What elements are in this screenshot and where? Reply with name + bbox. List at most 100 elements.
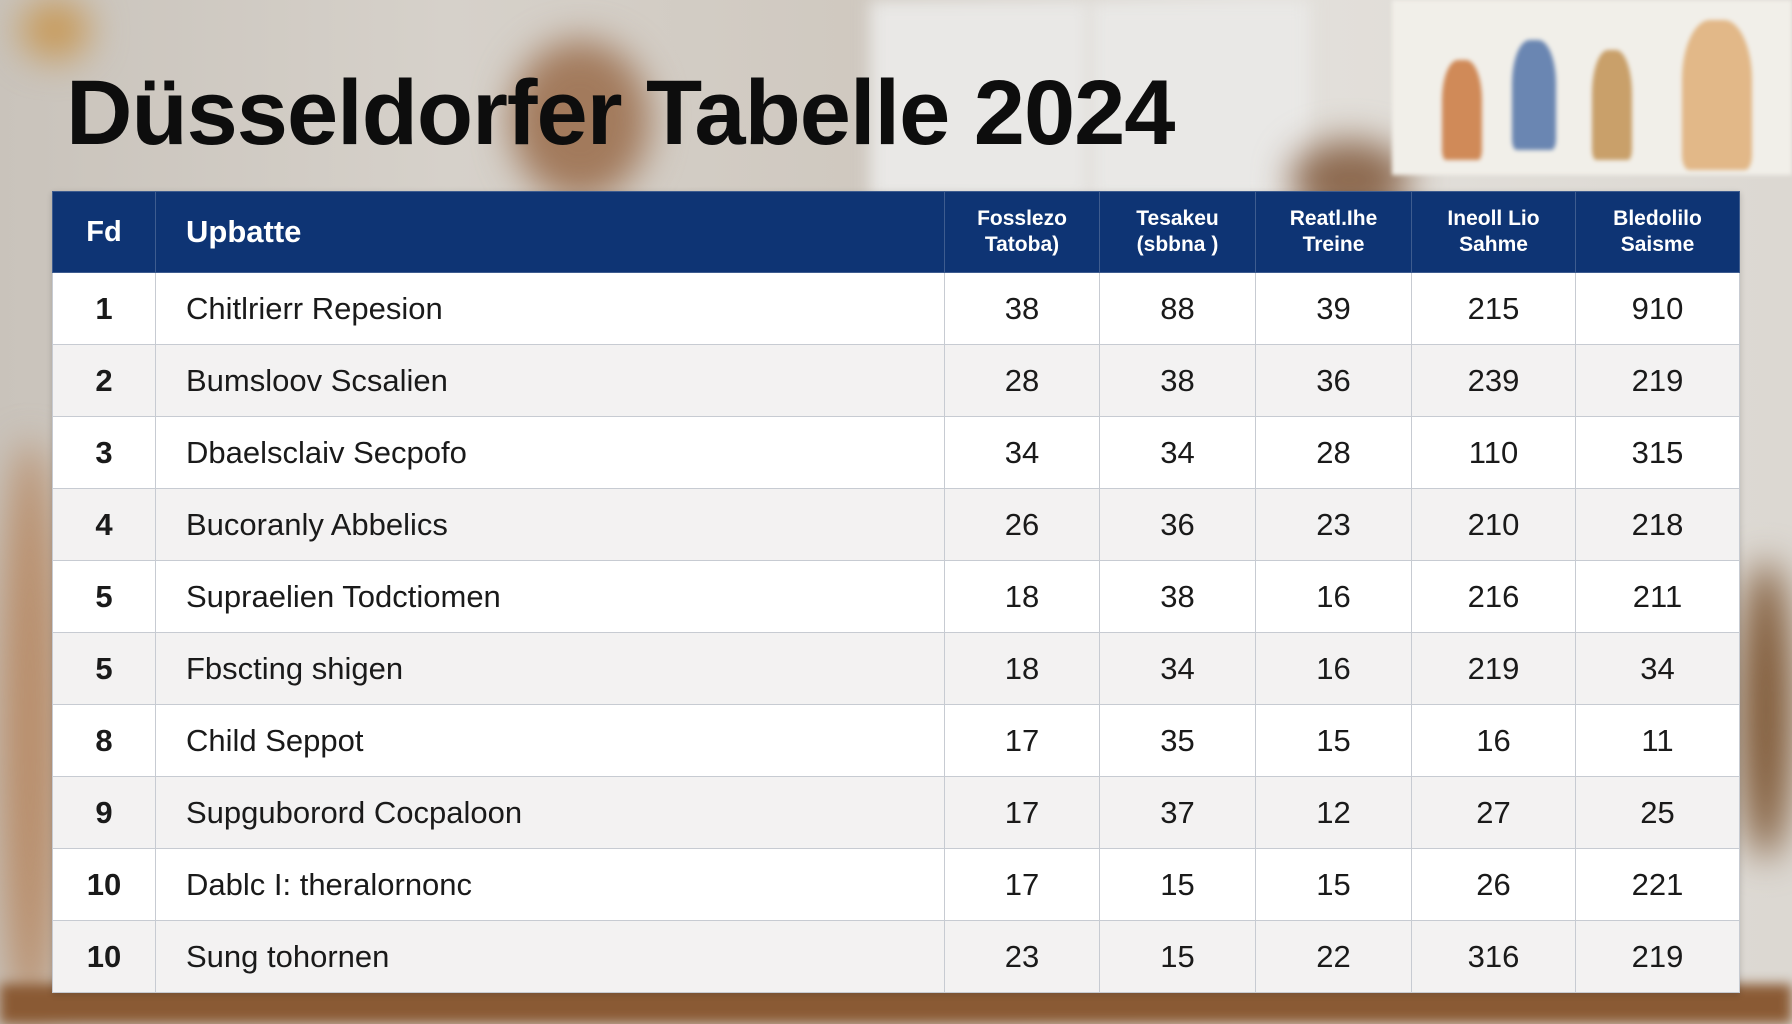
row-label-cell: Child Seppot <box>155 704 945 777</box>
value-cell: 36 <box>1099 488 1256 561</box>
row-label-cell: Bucoranly Abbelics <box>155 488 945 561</box>
column-header-1: Upbatte <box>155 191 945 273</box>
row-number-cell: 3 <box>52 416 156 489</box>
value-cell: 15 <box>1255 704 1412 777</box>
column-header-0: Fd <box>52 191 156 273</box>
table-row: 8 Child Seppot 17 35 15 16 11 <box>52 704 1740 777</box>
table-row: 9 Supguborord Cocpaloon 17 37 12 27 25 <box>52 776 1740 849</box>
row-label-cell: Chitlrierr Repesion <box>155 272 945 345</box>
column-header-line-1: Bledolilo <box>1613 206 1702 230</box>
value-cell: 18 <box>944 560 1100 633</box>
row-label-cell: Supguborord Cocpaloon <box>155 776 945 849</box>
value-cell: 18 <box>944 632 1100 705</box>
row-number-cell: 5 <box>52 560 156 633</box>
value-cell: 37 <box>1099 776 1256 849</box>
row-label-cell: Supraelien Todctiomen <box>155 560 945 633</box>
value-cell: 211 <box>1575 560 1740 633</box>
column-header-2: Fosslezo Tatoba) <box>944 191 1100 273</box>
value-cell: 34 <box>1099 632 1256 705</box>
value-cell: 27 <box>1411 776 1576 849</box>
value-cell: 218 <box>1575 488 1740 561</box>
value-cell: 38 <box>1099 344 1256 417</box>
row-number-cell: 2 <box>52 344 156 417</box>
value-cell: 26 <box>1411 848 1576 921</box>
table-row: 5 Supraelien Todctiomen 18 38 16 216 211 <box>52 560 1740 633</box>
column-header-line-1: Ineoll Lio <box>1447 206 1540 230</box>
column-header-line-1: Fd <box>86 215 122 248</box>
row-label-cell: Dablc I: theralornonc <box>155 848 945 921</box>
column-header-line-2: Tatoba) <box>984 233 1060 256</box>
value-cell: 16 <box>1411 704 1576 777</box>
column-header-5: Ineoll Lio Sahme <box>1411 191 1576 273</box>
value-cell: 315 <box>1575 416 1740 489</box>
value-cell: 34 <box>1099 416 1256 489</box>
value-cell: 239 <box>1411 344 1576 417</box>
row-number-cell: 1 <box>52 272 156 345</box>
value-cell: 110 <box>1411 416 1576 489</box>
value-cell: 39 <box>1255 272 1412 345</box>
value-cell: 210 <box>1411 488 1576 561</box>
column-header-line-2: (sbbna ) <box>1136 233 1219 256</box>
column-header-6: Bledolilo Saisme <box>1575 191 1740 273</box>
value-cell: 16 <box>1255 632 1412 705</box>
value-cell: 11 <box>1575 704 1740 777</box>
value-cell: 219 <box>1575 920 1740 993</box>
support-table: Fd Upbatte Fosslezo Tatoba) Tesakeu (sbbna ) R… <box>52 191 1740 993</box>
value-cell: 16 <box>1255 560 1412 633</box>
column-header-line-1: Upbatte <box>186 213 302 249</box>
row-label-cell: Sung tohornen <box>155 920 945 993</box>
table-row: 5 Fbscting shigen 18 34 16 219 34 <box>52 632 1740 705</box>
row-label-cell: Dbaelsclaiv Secpofo <box>155 416 945 489</box>
row-label-cell: Bumsloov Scsalien <box>155 344 945 417</box>
column-header-line-1: Reatl.Ihe <box>1289 206 1378 230</box>
value-cell: 219 <box>1575 344 1740 417</box>
value-cell: 17 <box>944 704 1100 777</box>
value-cell: 23 <box>944 920 1100 993</box>
value-cell: 26 <box>944 488 1100 561</box>
table-row: 10 Sung tohornen 23 15 22 316 219 <box>52 920 1740 993</box>
page-title: Düsseldorfer Tabelle 2024 <box>66 62 1175 164</box>
value-cell: 17 <box>944 848 1100 921</box>
value-cell: 23 <box>1255 488 1412 561</box>
table-row: 2 Bumsloov Scsalien 28 38 36 239 219 <box>52 344 1740 417</box>
row-number-cell: 8 <box>52 704 156 777</box>
value-cell: 28 <box>944 344 1100 417</box>
value-cell: 219 <box>1411 632 1576 705</box>
table-row: 3 Dbaelsclaiv Secpofo 34 34 28 110 315 <box>52 416 1740 489</box>
table-row: 1 Chitlrierr Repesion 38 88 39 215 910 <box>52 272 1740 345</box>
table-row: 4 Bucoranly Abbelics 26 36 23 210 218 <box>52 488 1740 561</box>
row-number-cell: 5 <box>52 632 156 705</box>
table-body: 1 Chitlrierr Repesion 38 88 39 215 910 2 Bumsloo… <box>52 272 1740 993</box>
value-cell: 15 <box>1099 848 1256 921</box>
value-cell: 36 <box>1255 344 1412 417</box>
value-cell: 316 <box>1411 920 1576 993</box>
value-cell: 15 <box>1255 848 1412 921</box>
value-cell: 17 <box>944 776 1100 849</box>
value-cell: 34 <box>1575 632 1740 705</box>
column-header-3: Tesakeu (sbbna ) <box>1099 191 1256 273</box>
row-label-cell: Fbscting shigen <box>155 632 945 705</box>
row-number-cell: 9 <box>52 776 156 849</box>
value-cell: 28 <box>1255 416 1412 489</box>
value-cell: 12 <box>1255 776 1412 849</box>
value-cell: 35 <box>1099 704 1256 777</box>
value-cell: 910 <box>1575 272 1740 345</box>
value-cell: 38 <box>1099 560 1256 633</box>
value-cell: 221 <box>1575 848 1740 921</box>
row-number-cell: 10 <box>52 920 156 993</box>
row-number-cell: 10 <box>52 848 156 921</box>
column-header-line-2: Saisme <box>1620 233 1695 256</box>
value-cell: 22 <box>1255 920 1412 993</box>
value-cell: 34 <box>944 416 1100 489</box>
value-cell: 216 <box>1411 560 1576 633</box>
value-cell: 88 <box>1099 272 1256 345</box>
value-cell: 215 <box>1411 272 1576 345</box>
column-header-4: Reatl.Ihe Treine <box>1255 191 1412 273</box>
value-cell: 38 <box>944 272 1100 345</box>
column-header-line-1: Fosslezo <box>977 206 1067 230</box>
value-cell: 25 <box>1575 776 1740 849</box>
wall-poster <box>1392 0 1792 175</box>
column-header-line-2: Treine <box>1302 233 1365 256</box>
column-header-line-1: Tesakeu <box>1136 206 1219 230</box>
row-number-cell: 4 <box>52 488 156 561</box>
